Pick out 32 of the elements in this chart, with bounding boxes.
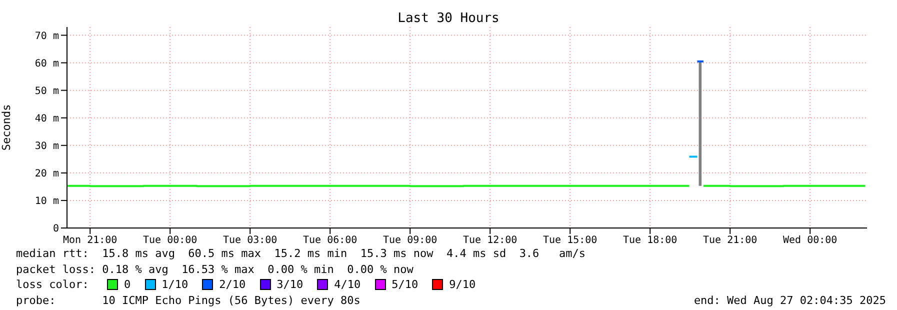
y-tick-label: 60 m	[34, 58, 59, 70]
x-tick-label: Tue 21:00	[703, 235, 758, 246]
x-tick-label: Tue 00:00	[143, 235, 198, 246]
x-tick-label: Tue 15:00	[543, 235, 598, 246]
legend-title: loss color:	[16, 277, 90, 292]
y-tick-label: 10 m	[34, 196, 59, 208]
y-tick-label: 30 m	[34, 140, 59, 152]
y-tick-label: 0	[52, 224, 59, 235]
x-tick-label: Tue 03:00	[223, 235, 278, 246]
x-tick-label: Tue 09:00	[383, 235, 438, 246]
legend-label: 0	[124, 277, 131, 292]
x-tick-label: Tue 12:00	[463, 235, 518, 246]
x-tick-label: Tue 18:00	[623, 235, 678, 246]
legend-label: 3/10	[276, 277, 304, 292]
legend-label: 9/10	[449, 277, 476, 292]
legend-label: 2/10	[219, 277, 246, 292]
y-tick-label: 40 m	[34, 113, 59, 124]
y-tick-label: 20 m	[34, 168, 59, 180]
legend-label: 5/10	[392, 277, 418, 292]
x-tick-label: Tue 06:00	[303, 235, 358, 246]
x-tick-label: Mon 21:00	[63, 235, 118, 246]
text: end: Wed Aug 27 02:04:35 2025	[694, 292, 886, 308]
text: probe: 10 ICMP Echo Pings (56 Bytes) every 80s	[16, 292, 360, 308]
legend-label: 1/10	[162, 277, 188, 292]
x-tick-label: Wed 00:00	[783, 235, 838, 246]
chart-title: Last 30 Hours	[396, 11, 500, 26]
y-axis-title: Seconds	[0, 104, 13, 151]
text: median rtt: 15.8 ms avg 60.5 ms max 15.2 ms min 15.3 ms now 4.4 ms sd 3.6 am/s	[16, 246, 587, 262]
text: packet loss: 0.18 % avg 16.53 % max 0.00 % min 0.00 % now	[16, 262, 414, 277]
legend-label: 4/10	[334, 277, 361, 292]
y-tick-label: 70 m	[34, 30, 59, 42]
y-tick-label: 50 m	[34, 86, 59, 97]
